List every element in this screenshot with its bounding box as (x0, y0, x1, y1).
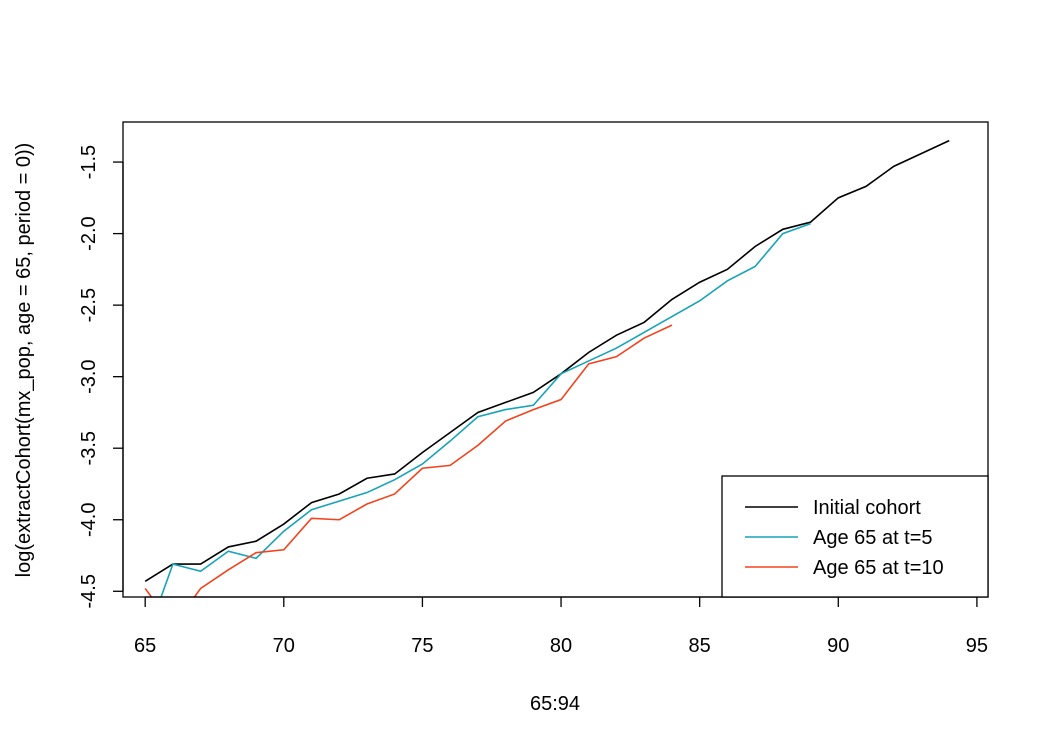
series-line-1 (144, 139, 950, 582)
y-tick-label: -4.5 (78, 574, 100, 608)
x-tick-label: 95 (966, 635, 988, 657)
x-axis-title: 65:94 (530, 693, 580, 715)
legend-label-2: Age 65 at t=5 (813, 527, 933, 549)
x-tick-label: 90 (827, 635, 849, 657)
x-tick-label: 85 (689, 635, 711, 657)
series-layer (144, 139, 950, 597)
legend-box (721, 475, 989, 598)
y-tick-label: -2.5 (78, 288, 100, 322)
y-tick-label: -1.5 (78, 145, 100, 179)
y-tick-label: -2.0 (78, 216, 100, 250)
x-tick-label: 80 (550, 635, 572, 657)
x-tick-label: 70 (273, 635, 295, 657)
legend-label-3: Age 65 at t=10 (813, 557, 944, 579)
y-tick-label: -3.0 (78, 359, 100, 393)
x-tick-label: 75 (411, 635, 433, 657)
series-line-3 (144, 324, 673, 597)
legend: Initial cohort Age 65 at t=5 Age 65 at t=1… (721, 475, 989, 598)
y-tick-label: -3.5 (78, 431, 100, 465)
legend-label-1: Initial cohort (813, 497, 921, 519)
y-axis-title: log(extractCohort(mx_pop, age = 65, peri… (13, 143, 35, 578)
x-tick-label: 65 (134, 635, 156, 657)
y-tick-label: -4.0 (78, 503, 100, 537)
y-axis: -4.5 -4.0 -3.5 -3.0 -2.5 -2.0 -1.5 (78, 145, 124, 609)
series-line-2 (160, 222, 811, 597)
